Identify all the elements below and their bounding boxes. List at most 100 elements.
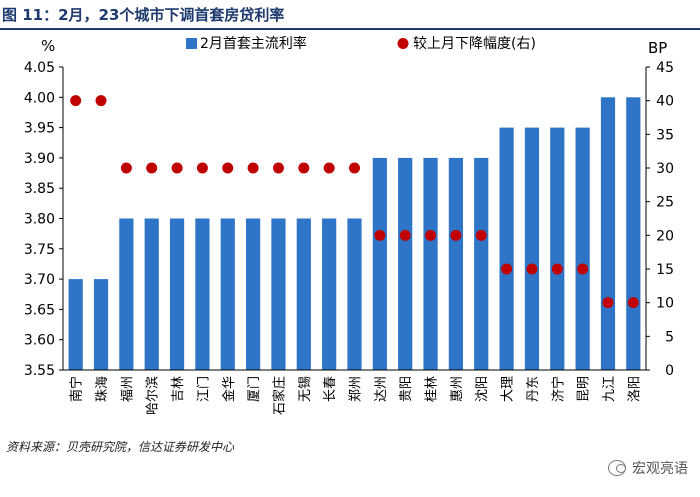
category-label: 大理	[501, 376, 516, 402]
y-right-tick-label: 10	[656, 296, 674, 312]
right-tick-labels: 0 5 10 15 20 25 30 35 40 45	[656, 60, 674, 379]
dot	[627, 297, 639, 309]
legend-dot-label: 较上月下降幅度(右)	[413, 36, 536, 52]
y-left-tick-label: 3.55	[24, 363, 55, 379]
dot	[399, 229, 411, 241]
dot	[425, 229, 437, 241]
dot	[70, 95, 82, 107]
dot	[349, 162, 360, 174]
dot	[501, 263, 513, 275]
dot	[475, 229, 487, 241]
category-label: 石家庄	[271, 376, 287, 415]
bar	[195, 218, 210, 370]
y-right-tick-label: 45	[656, 60, 674, 76]
category-label: 丹东	[526, 376, 541, 402]
y-right-tick-label: 40	[656, 94, 674, 110]
category-label: 江门	[196, 376, 211, 402]
dot	[551, 263, 563, 275]
y-right-tick-label: 35	[656, 127, 674, 143]
y-left-tick-label: 3.80	[24, 212, 55, 228]
category-label: 达州	[374, 376, 389, 402]
dot	[298, 162, 310, 174]
dot	[171, 162, 183, 174]
y-left-tick-label: 3.95	[24, 121, 55, 137]
dot	[450, 229, 462, 241]
bar	[68, 279, 83, 370]
dot	[374, 229, 386, 241]
y-left-tick-label: 3.75	[24, 242, 55, 258]
dot	[602, 297, 614, 309]
legend-bar-label: 2月首套主流利率	[200, 35, 307, 52]
watermark-text: 宏观亮语	[632, 461, 688, 477]
chart: 3.55 3.60 3.65 3.70 3.75 3.80 3.85 3.90 3.95 4.00…	[24, 35, 674, 415]
y-left-tick-label: 3.60	[24, 333, 55, 349]
bar	[448, 157, 463, 370]
category-label: 沈阳	[475, 376, 490, 402]
legend-bar-swatch	[186, 38, 197, 49]
category-label: 哈尔滨	[145, 376, 161, 415]
bar	[322, 218, 337, 370]
category-label: 济宁	[550, 376, 566, 402]
bar	[499, 127, 514, 370]
bar	[271, 218, 286, 370]
bar	[169, 218, 185, 370]
category-label: 珠海	[95, 376, 110, 402]
dot	[120, 162, 132, 174]
y-left-tick-label: 3.65	[24, 302, 55, 318]
y-left-tick-label: 3.90	[24, 151, 55, 167]
legend: 2月首套主流利率 较上月下降幅度(右)	[186, 35, 536, 52]
wechat-icon	[608, 460, 626, 476]
category-label: 九江	[602, 376, 617, 402]
y-left-tick-label: 3.70	[24, 272, 55, 288]
category-label: 厦门	[247, 376, 262, 402]
y-right-tick-label: 0	[665, 363, 674, 379]
category-label: 洛阳	[627, 376, 642, 402]
category-label: 长春	[323, 376, 338, 402]
bar	[474, 157, 489, 370]
bar	[296, 218, 311, 370]
bar	[220, 218, 235, 370]
dot	[272, 162, 284, 174]
legend-dot-swatch	[397, 38, 409, 49]
dot	[526, 263, 538, 275]
bar	[575, 127, 590, 370]
dots-layer	[70, 95, 639, 309]
bar	[550, 127, 565, 370]
category-label: 贵阳	[399, 376, 414, 402]
bar	[246, 218, 261, 370]
figure-title: 图 11：2月，23个城市下调首套房贷利率	[0, 0, 700, 30]
bar	[372, 157, 387, 370]
bar	[423, 157, 438, 370]
dot	[577, 263, 589, 275]
watermark: 宏观亮语	[608, 458, 688, 478]
dot	[196, 162, 208, 174]
bar	[398, 157, 413, 370]
bar	[144, 218, 159, 370]
bar	[93, 279, 109, 370]
category-label: 无锡	[298, 376, 313, 402]
y-right-tick-label: 15	[656, 262, 674, 278]
category-label: 昆明	[577, 376, 592, 402]
y-right-tick-label: 25	[656, 195, 674, 211]
bars-layer	[68, 97, 641, 371]
bar	[347, 218, 362, 370]
y-right-tick-label: 30	[656, 161, 674, 177]
bar	[600, 97, 616, 371]
y-left-tick-label: 4.00	[24, 90, 55, 106]
dot	[222, 162, 234, 174]
y-right-tick-label: 20	[656, 228, 674, 244]
bar	[524, 127, 540, 370]
axes-layer	[59, 66, 650, 371]
y-left-tick-label: 3.85	[24, 181, 55, 197]
category-label: 郑州	[349, 376, 364, 402]
bar	[626, 97, 641, 371]
left-tick-labels: 3.55 3.60 3.65 3.70 3.75 3.80 3.85 3.90 3.95 4.00…	[24, 60, 55, 379]
category-label: 惠州	[450, 376, 465, 402]
source-note: 资料来源：贝壳研究院，信达证券研发中心	[6, 440, 235, 454]
dot	[323, 162, 335, 174]
category-label: 福州	[120, 376, 135, 402]
category-label: 桂林	[425, 376, 440, 402]
y-left-tick-label: 4.05	[24, 60, 55, 76]
bar	[119, 218, 134, 370]
category-label: 金华	[221, 376, 237, 402]
